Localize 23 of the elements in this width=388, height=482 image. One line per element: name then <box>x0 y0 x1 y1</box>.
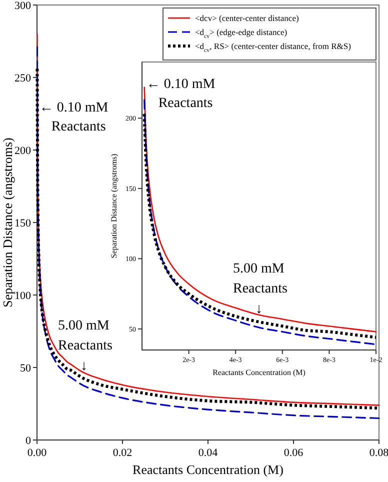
y-tick-label: 250 <box>14 72 32 84</box>
y-axis-title: Separation Distance (angstroms) <box>0 138 15 308</box>
y-tick-label: 0 <box>26 434 32 447</box>
x-tick-label: 0.08 <box>369 447 388 459</box>
annotation: 5.00 mM Reactants ↓ <box>233 261 288 317</box>
y-tick-label: 150 <box>14 217 32 230</box>
x-tick-label: 0.06 <box>284 447 304 459</box>
y-tick-label: 100 <box>14 290 32 302</box>
annotation: ← 0.10 mM Reactants <box>39 100 109 134</box>
x-tick-label: 0.02 <box>112 447 132 459</box>
y-tick-label: 50 <box>20 362 32 374</box>
y-axis-title: Separation Distance (angstroms) <box>110 153 119 258</box>
annotation: ← 0.10 mM Reactants <box>146 76 216 111</box>
x-tick-label: 0.00 <box>27 447 48 459</box>
x-tick-label: 0.04 <box>198 447 218 459</box>
annotation: 5.00 mM Reactants ↓ <box>58 318 112 374</box>
y-tick-label: 300 <box>14 0 32 12</box>
y-tick-label: 200 <box>14 144 32 157</box>
legend-label: <dcv> (center-center distance) <box>195 12 299 23</box>
legend-label: <d$_{cv}$> (edge-edge distance) <box>195 26 288 40</box>
x-axis-title: Reactants Concentration (M) <box>132 462 284 477</box>
legend-label: <d$_{cv}$, RS> (center-center distance, from R&S) <box>195 40 352 54</box>
x-axis-title: Reactants Concentration (M) <box>212 368 306 377</box>
